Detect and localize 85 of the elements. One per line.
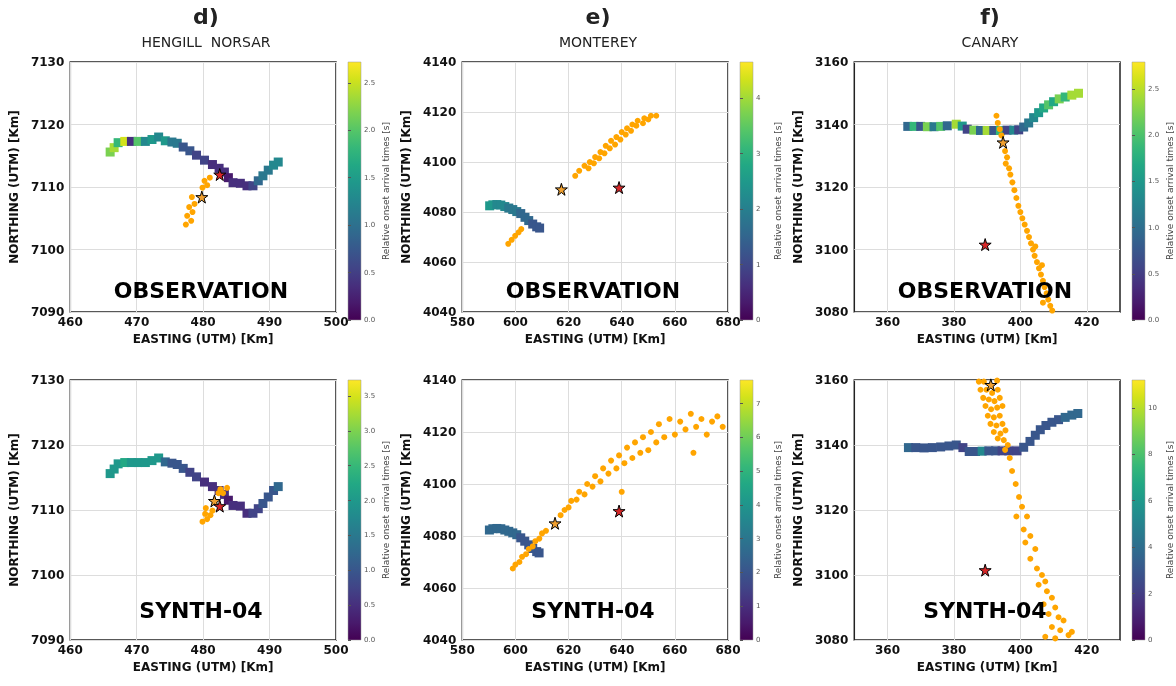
x-tick-label: 500 — [323, 643, 349, 657]
chart-title: d) — [193, 3, 219, 29]
y-axis-title: NORTHING (UTM) [Km] — [399, 433, 413, 587]
y-axis-title: NORTHING (UTM) [Km] — [791, 433, 805, 587]
y-tick-label: 7130 — [30, 373, 65, 387]
y-axis-title: NORTHING (UTM) [Km] — [7, 110, 21, 264]
x-tick-label: 600 — [502, 315, 528, 330]
x-tick-label: 460 — [57, 315, 83, 330]
x-tick-label: 620 — [556, 315, 582, 330]
color-bar-title: Relative onset arrival times [s] — [380, 440, 391, 580]
x-tick-label: 620 — [556, 643, 582, 657]
y-tick-label: 7110 — [30, 503, 65, 517]
x-tick-label: 380 — [941, 315, 967, 330]
y-tick-label: 3100 — [814, 568, 849, 582]
x-tick-label: 400 — [1007, 315, 1033, 330]
annotation: OBSERVATION — [113, 277, 289, 303]
x-tick-label: 400 — [1007, 643, 1033, 657]
y-tick-label: 3120 — [814, 180, 849, 195]
x-tick-label: 480 — [190, 315, 216, 330]
x-tick-label: 680 — [715, 643, 741, 657]
x-tick-label: 420 — [1074, 643, 1100, 657]
color-bar-title: Relative onset arrival times [s] — [380, 121, 391, 261]
x-tick-label: 490 — [257, 315, 283, 330]
y-tick-label: 4120 — [422, 425, 457, 439]
x-tick-label: 380 — [941, 643, 967, 657]
x-tick-label: 680 — [715, 315, 741, 330]
y-tick-label: 4060 — [422, 255, 457, 270]
annotation: SYNTH-04 — [531, 597, 655, 623]
x-tick-label: 660 — [662, 315, 688, 330]
y-tick-label: 3120 — [814, 503, 849, 517]
chart-subtitle: CANARY — [961, 34, 1019, 50]
x-tick-label: 640 — [609, 643, 635, 657]
chart-subtitle: HENGILL NORSAR — [141, 34, 271, 50]
x-tick-label: 470 — [124, 315, 150, 330]
y-tick-label: 3140 — [814, 117, 849, 132]
y-tick-label: 3100 — [814, 242, 849, 257]
y-tick-label: 4060 — [422, 581, 457, 595]
y-tick-label: 4140 — [422, 55, 457, 69]
color-bar-title: Relative onset arrival times [s] — [1164, 121, 1175, 261]
chart-subtitle: MONTEREY — [558, 34, 638, 50]
y-axis-title: NORTHING (UTM) [Km] — [7, 433, 21, 587]
y-tick-label: 4080 — [422, 529, 457, 543]
y-tick-label: 7120 — [30, 438, 65, 452]
y-tick-label: 3160 — [814, 55, 849, 69]
x-axis-title: EASTING (UTM) [Km] — [524, 332, 666, 346]
y-axis-title: NORTHING (UTM) [Km] — [791, 110, 805, 264]
x-axis-title: EASTING (UTM) [Km] — [916, 659, 1058, 674]
chart-title: e) — [585, 3, 611, 29]
y-tick-label: 3160 — [814, 373, 849, 387]
x-axis-title: EASTING (UTM) [Km] — [132, 659, 274, 674]
color-bar-title: Relative onset arrival times [s] — [1164, 440, 1175, 580]
x-tick-label: 640 — [609, 315, 635, 330]
y-axis-title: NORTHING (UTM) [Km] — [399, 110, 413, 264]
y-tick-label: 7120 — [30, 117, 65, 132]
y-tick-label: 4140 — [422, 373, 457, 387]
y-tick-label: 4100 — [422, 477, 457, 491]
x-tick-label: 470 — [124, 643, 150, 657]
y-tick-label: 4120 — [422, 105, 457, 120]
color-bar-title: Relative onset arrival times [s] — [772, 440, 783, 580]
x-tick-label: 500 — [323, 315, 349, 330]
y-tick-label: 4100 — [422, 155, 457, 170]
y-tick-label: 3140 — [814, 438, 849, 452]
y-tick-label: 4080 — [422, 205, 457, 220]
x-tick-label: 360 — [874, 643, 901, 657]
x-tick-label: 660 — [662, 643, 688, 657]
x-tick-label: 490 — [257, 643, 283, 657]
y-tick-label: 7100 — [30, 242, 65, 257]
x-tick-label: 480 — [190, 643, 216, 657]
x-axis-title: EASTING (UTM) [Km] — [916, 332, 1058, 346]
annotation: SYNTH-04 — [923, 597, 1047, 623]
annotation: OBSERVATION — [505, 277, 681, 303]
annotation: SYNTH-04 — [139, 597, 263, 623]
y-tick-label: 7110 — [30, 180, 65, 195]
y-tick-label: 7130 — [30, 55, 65, 69]
x-axis-title: EASTING (UTM) [Km] — [132, 332, 274, 346]
x-tick-label: 420 — [1074, 315, 1100, 330]
y-tick-label: 3080 — [814, 305, 849, 320]
y-tick-label: 3080 — [814, 633, 849, 647]
x-axis-title: EASTING (UTM) [Km] — [524, 659, 666, 674]
x-tick-label: 600 — [502, 643, 528, 657]
chart-title: f) — [980, 3, 1000, 29]
x-tick-label: 360 — [874, 315, 901, 330]
x-tick-label: 580 — [449, 315, 475, 330]
color-bar-title: Relative onset arrival times [s] — [772, 121, 783, 261]
y-tick-label: 7100 — [30, 568, 65, 582]
